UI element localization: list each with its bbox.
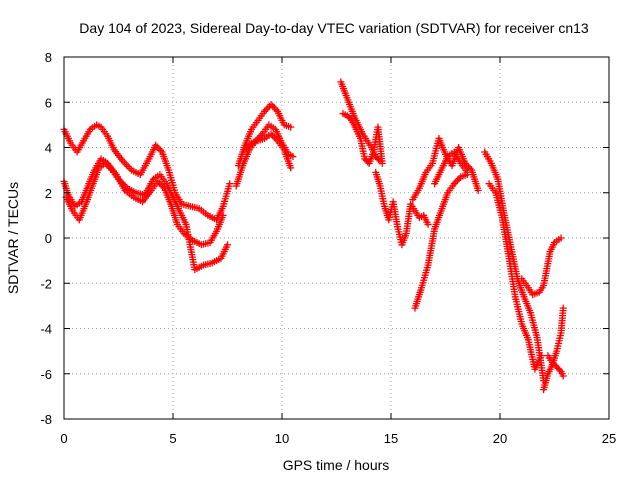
x-tick-label: 20: [493, 431, 507, 446]
series-track-17: [544, 352, 567, 380]
x-tick-label: 25: [602, 431, 616, 446]
series-track-12: [431, 148, 471, 188]
data-point: [226, 180, 234, 188]
y-tick-label: -2: [40, 276, 52, 291]
series-track-3: [62, 159, 231, 274]
data-point: [378, 159, 386, 167]
y-tick-label: 8: [45, 50, 52, 65]
data-point: [559, 372, 567, 380]
y-tick-label: -6: [40, 367, 52, 382]
data-point-interp: [264, 104, 272, 112]
chart-title: Day 104 of 2023, Sidereal Day-to-day VTE…: [79, 20, 589, 36]
y-tick-label: 0: [45, 231, 52, 246]
data-point-interp: [452, 178, 460, 186]
y-axis-label: SDTVAR / TECUs: [5, 182, 21, 294]
data-point: [287, 164, 295, 172]
data-point: [287, 123, 295, 131]
data-point-interp: [262, 106, 270, 114]
y-tick-label: 6: [45, 95, 52, 110]
data-point: [474, 186, 482, 194]
x-tick-label: 5: [169, 431, 176, 446]
x-tick-label: 10: [275, 431, 289, 446]
data-point: [219, 211, 227, 219]
x-tick-label: 0: [60, 431, 67, 446]
data-point: [537, 352, 545, 360]
y-tick-label: 2: [45, 186, 52, 201]
data-point: [424, 220, 432, 228]
grid-layer: [64, 57, 609, 419]
data-point-interp: [270, 104, 278, 112]
x-axis-label: GPS time / hours: [283, 457, 390, 473]
axis-ticks: 0 5 10 15 20 25 -8 -6 -4 -2 0 2 4 6 8: [40, 50, 616, 446]
data-point-interp: [453, 176, 461, 184]
data-point: [463, 168, 471, 176]
data-point: [289, 153, 297, 161]
y-tick-label: 4: [45, 141, 52, 156]
series-track-11: [411, 171, 471, 312]
data-point: [559, 304, 567, 312]
series-track-14: [485, 180, 545, 373]
series-track-8: [339, 110, 386, 167]
data-point-interp: [269, 132, 277, 140]
series-track-9: [372, 168, 432, 249]
series-track-15: [518, 234, 565, 299]
series-track-6: [241, 130, 295, 172]
data-marks: [60, 78, 567, 394]
y-tick-label: -8: [40, 412, 52, 427]
data-point-interp: [155, 145, 163, 153]
data-point-interp: [269, 102, 277, 110]
data-point: [224, 241, 231, 249]
data-point-interp: [556, 366, 564, 374]
data-point: [557, 234, 565, 242]
y-tick-label: -4: [40, 322, 52, 337]
data-point-interp: [346, 115, 354, 123]
series-track-1: [60, 121, 234, 224]
x-tick-label: 15: [384, 431, 398, 446]
